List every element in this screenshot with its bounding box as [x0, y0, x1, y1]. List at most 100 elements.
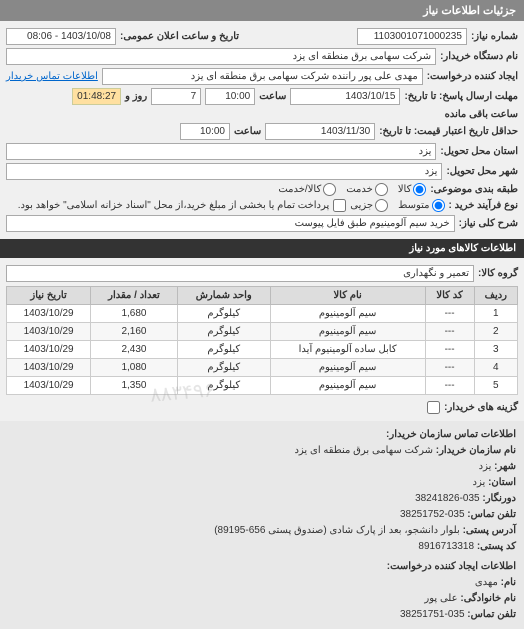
contact-org-v: شرکت سهامی برق منطقه ای یزد — [294, 445, 433, 456]
table-cell: 1403/10/29 — [7, 359, 91, 377]
table-cell: 2,430 — [91, 341, 178, 359]
delivery-province-label: استان محل تحویل: — [440, 146, 518, 157]
table-header: تعداد / مقدار — [91, 287, 178, 305]
table-row: 4---سیم آلومینیومکیلوگرم1,0801403/10/29 — [7, 359, 518, 377]
desc-label: شرح کلی نیاز: — [459, 218, 518, 229]
contact-tel-k: تلفن تماس: — [467, 509, 516, 520]
proc-small-label: متوسط — [398, 200, 429, 211]
table-cell: 1403/10/29 — [7, 341, 91, 359]
group-field: تعمیر و نگهداری — [6, 265, 474, 282]
page-title: جزئیات اطلاعات نیاز — [423, 5, 516, 17]
table-cell: 1 — [474, 305, 517, 323]
table-cell: 1403/10/29 — [7, 305, 91, 323]
table-header: واحد شمارش — [177, 287, 270, 305]
buyer-org-field: شرکت سهامی برق منطقه ای یزد — [6, 48, 436, 65]
desc-field: خرید سیم آلومینیوم طبق فایل پیوست — [6, 215, 455, 232]
table-row: 2---سیم آلومینیومکیلوگرم2,1601403/10/29 — [7, 323, 518, 341]
form-section: شماره نیاز: 1103001071000235 تاریخ و ساع… — [0, 21, 524, 239]
buyer-options-label: گزینه های خریدار: — [444, 402, 518, 413]
announce-field: 1403/10/08 - 08:06 — [6, 28, 116, 45]
table-cell: 5 — [474, 377, 517, 395]
req-tel-v: 035-38251751 — [400, 609, 465, 620]
contact-tel-v: 035-38251752 — [400, 509, 465, 520]
category-radio-group: کالا خدمت کالا/خدمت — [278, 183, 426, 196]
cat-goods-option[interactable]: کالا — [398, 183, 427, 196]
cat-service-option[interactable]: خدمت — [346, 183, 388, 196]
table-cell: 4 — [474, 359, 517, 377]
goods-header-bar: اطلاعات کالاهای مورد نیاز — [0, 239, 524, 258]
table-header: تاریخ نیاز — [7, 287, 91, 305]
proc-large-label: جزیی — [350, 200, 373, 211]
remain-day-label: روز و — [125, 91, 147, 102]
remain-label: ساعت باقی مانده — [445, 109, 518, 120]
cat-service-radio[interactable] — [375, 183, 388, 196]
table-cell: --- — [425, 377, 474, 395]
delivery-province-field: یزد — [6, 143, 436, 160]
buyer-options-checkbox[interactable] — [427, 401, 440, 414]
table-cell: سیم آلومینیوم — [270, 305, 425, 323]
buyer-contact-link[interactable]: اطلاعات تماس خریدار — [6, 71, 98, 82]
page-header: جزئیات اطلاعات نیاز — [0, 0, 524, 21]
table-cell: کیلوگرم — [177, 341, 270, 359]
proc-large-option[interactable]: جزیی — [350, 199, 388, 212]
cat-goods-radio[interactable] — [413, 183, 426, 196]
deadline-label: مهلت ارسال پاسخ: تا تاریخ: — [404, 91, 518, 102]
cat-both-label: کالا/خدمت — [278, 184, 321, 195]
contact-section: اطلاعات تماس سازمان خریدار: نام سازمان خ… — [0, 421, 524, 629]
contact-org-k: نام سازمان خریدار: — [436, 445, 516, 456]
cat-both-radio[interactable] — [323, 183, 336, 196]
table-cell: --- — [425, 359, 474, 377]
process-note-label: پرداخت تمام یا بخشی از مبلغ خرید،از محل … — [18, 200, 330, 211]
req-fn-k: نام: — [501, 577, 516, 588]
table-cell: 1,350 — [91, 377, 178, 395]
requester-info-title: اطلاعات ایجاد کننده درخواست: — [8, 559, 516, 575]
table-cell: 3 — [474, 341, 517, 359]
table-row: 1---سیم آلومینیومکیلوگرم1,6801403/10/29 — [7, 305, 518, 323]
process-label: نوع فرآیند خرید : — [449, 200, 518, 211]
cat-service-label: خدمت — [346, 184, 373, 195]
table-cell: --- — [425, 323, 474, 341]
req-fn-v: مهدی — [475, 577, 498, 588]
proc-small-option[interactable]: متوسط — [398, 199, 444, 212]
contact-title: اطلاعات تماس سازمان خریدار: — [8, 427, 516, 443]
table-cell: سیم آلومینیوم — [270, 377, 425, 395]
table-cell: 2,160 — [91, 323, 178, 341]
contact-prov-k: استان: — [488, 477, 516, 488]
deadline-time-label: ساعت — [259, 91, 286, 102]
validity-date-field: 1403/11/30 — [265, 123, 375, 140]
deadline-date-field: 1403/10/15 — [290, 88, 400, 105]
cat-goods-label: کالا — [398, 184, 412, 195]
table-cell: کابل ساده آلومینیوم آیدا — [270, 341, 425, 359]
deadline-time-field: 10:00 — [205, 88, 255, 105]
table-cell: 2 — [474, 323, 517, 341]
countdown-field: 01:48:27 — [72, 88, 121, 105]
cat-both-option[interactable]: کالا/خدمت — [278, 183, 336, 196]
table-cell: 1403/10/29 — [7, 377, 91, 395]
need-number-field: 1103001071000235 — [357, 28, 467, 45]
buyer-org-label: نام دستگاه خریدار: — [440, 51, 518, 62]
process-note-checkbox[interactable] — [333, 199, 346, 212]
group-label: گروه کالا: — [478, 268, 518, 279]
contact-addr-k: آدرس پستی: — [463, 525, 516, 536]
proc-small-radio[interactable] — [432, 199, 445, 212]
validity-time-label: ساعت — [234, 126, 261, 137]
table-cell: --- — [425, 341, 474, 359]
need-number-label: شماره نیاز: — [471, 31, 518, 42]
table-header: نام کالا — [270, 287, 425, 305]
validity-time-field: 10:00 — [180, 123, 230, 140]
table-row: 3---کابل ساده آلومینیوم آیداکیلوگرم2,430… — [7, 341, 518, 359]
table-cell: 1,680 — [91, 305, 178, 323]
goods-table: ردیفکد کالانام کالاواحد شمارشتعداد / مقد… — [6, 286, 518, 395]
table-header: کد کالا — [425, 287, 474, 305]
process-radio-group: متوسط جزیی — [350, 199, 444, 212]
proc-large-radio[interactable] — [375, 199, 388, 212]
announce-label: تاریخ و ساعت اعلان عمومی: — [120, 31, 239, 42]
category-label: طبقه بندی موضوعی: — [430, 184, 518, 195]
table-cell: کیلوگرم — [177, 323, 270, 341]
process-note-option[interactable]: پرداخت تمام یا بخشی از مبلغ خرید،از محل … — [18, 199, 347, 212]
table-header: ردیف — [474, 287, 517, 305]
delivery-city-label: شهر محل تحویل: — [446, 166, 518, 177]
contact-post-k: کد پستی: — [477, 541, 516, 552]
contact-pref-v: 035-38241826 — [415, 493, 480, 504]
table-cell: 1,080 — [91, 359, 178, 377]
